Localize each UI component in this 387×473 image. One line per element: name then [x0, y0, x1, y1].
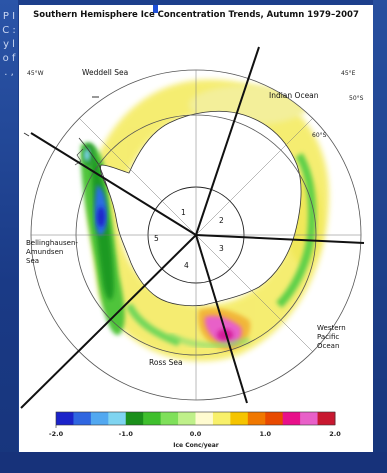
- sector-1: 1: [181, 208, 186, 217]
- slide-background-bottom: [0, 452, 387, 473]
- colorbar-swatch: [125, 412, 144, 425]
- colorbar-swatch: [178, 412, 196, 425]
- svg-text:Western: Western: [317, 324, 346, 332]
- colorbar-label: Ice Conc/year: [173, 442, 219, 449]
- polar-map: 1 2 3 4 5 Weddell Sea Indian Ocean Ross …: [20, 46, 365, 428]
- colorbar-swatch: [90, 412, 109, 425]
- colorbar-swatch: [212, 412, 231, 425]
- sector-4: 4: [184, 261, 189, 270]
- svg-text:Bellinghausen-: Bellinghausen-: [26, 239, 78, 247]
- lat-label-60s: 60°S: [312, 132, 327, 139]
- colorbar-swatch: [317, 412, 336, 425]
- colorbar-tick-label: 0.0: [189, 430, 202, 438]
- slide-background-right: [373, 0, 387, 473]
- antarctica-landmass: [100, 110, 302, 307]
- label-indian-ocean: Indian Ocean: [269, 91, 319, 100]
- colorbar-swatch: [195, 412, 214, 425]
- ice-trend-figure: Southern Hemisphere Ice Concentration Tr…: [19, 5, 373, 452]
- colorbar-swatch: [282, 412, 301, 425]
- slide-accent-mark: [153, 5, 158, 13]
- colorbar-tick-label: 1.0: [259, 430, 272, 438]
- label-bellingshausen-sea: Bellinghausen- Amundsen Sea: [26, 239, 78, 265]
- colorbar: [55, 411, 336, 426]
- colorbar-swatch: [108, 412, 127, 425]
- sector-2: 2: [219, 216, 224, 225]
- colorbar-swatch: [300, 412, 319, 425]
- label-western-pacific-ocean: Western Pacific Ocean: [317, 324, 346, 350]
- slide-background-left: [0, 0, 18, 473]
- lon-label-45w: 45°W: [27, 70, 44, 77]
- colorbar-tick-label: 2.0: [329, 430, 341, 438]
- colorbar-swatch: [265, 412, 284, 425]
- colorbar-swatch: [143, 412, 162, 425]
- svg-text:Pacific: Pacific: [317, 333, 339, 341]
- colorbar-swatch: [56, 412, 74, 425]
- sector-3: 3: [219, 244, 224, 253]
- figure-title: Southern Hemisphere Ice Concentration Tr…: [33, 10, 359, 20]
- label-ross-sea: Ross Sea: [149, 358, 183, 367]
- svg-text:Sea: Sea: [26, 257, 39, 265]
- svg-text:Amundsen: Amundsen: [26, 248, 63, 256]
- colorbar-swatch: [247, 412, 266, 425]
- slide-edge-text: P I C : y l o f . ,: [2, 11, 16, 78]
- lon-label-45e: 45°E: [341, 70, 356, 77]
- sector-lines: [20, 46, 365, 409]
- label-weddell-sea: Weddell Sea: [82, 68, 128, 77]
- colorbar-tick-label: -1.0: [118, 430, 133, 438]
- colorbar-swatch: [230, 412, 249, 425]
- lat-label-50s: 50°S: [349, 95, 364, 102]
- colorbar-swatch: [160, 412, 179, 425]
- colorbar-swatch: [73, 412, 92, 425]
- sector-5: 5: [154, 234, 159, 243]
- colorbar-tick-label: -2.0: [48, 430, 64, 438]
- svg-text:Ocean: Ocean: [317, 342, 339, 350]
